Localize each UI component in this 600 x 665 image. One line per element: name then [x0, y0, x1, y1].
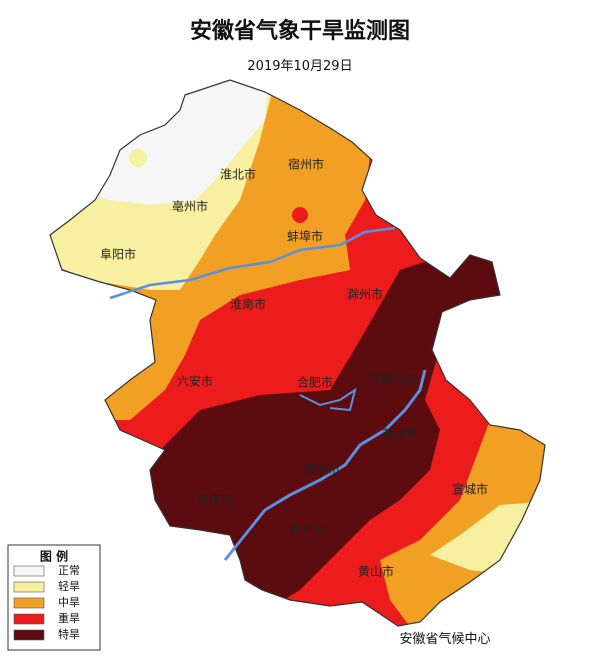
legend-swatch [13, 629, 45, 641]
yangtze-river [223, 369, 427, 561]
legend-label: 正常 [58, 564, 80, 577]
legend-label: 轻旱 [58, 579, 80, 593]
source: 安徽省气候中心 [399, 631, 490, 647]
city-label: 淮北市 [220, 167, 256, 182]
region [120, 250, 520, 620]
legend-swatch [13, 565, 45, 577]
map-title: 安徽省气象干旱监测图 [190, 18, 410, 44]
city-label: 黄山市 [358, 564, 394, 579]
legend-label: 中旱 [58, 596, 80, 609]
legend-title: 图 例 [40, 549, 68, 564]
city-label: 亳州市 [172, 199, 208, 214]
city-label: 宣城市 [452, 482, 488, 497]
city-label: 阜阳市 [100, 247, 136, 262]
city-label: 淮南市 [230, 297, 266, 312]
chaohu-lake [299, 387, 357, 412]
city-label: 铜陵市 [304, 462, 340, 477]
city-label: 芜湖市 [382, 427, 418, 442]
region [292, 207, 308, 223]
city-labels: 淮北市 宿州市 亳州市 蚌埠市 阜阳市 淮南市 滁州市 六安市 合肥市 马鞍山市… [100, 157, 488, 579]
legend-label: 重旱 [58, 611, 80, 625]
city-label: 蚌埠市 [287, 229, 323, 244]
city-label: 合肥市 [297, 375, 333, 390]
legend-label: 特旱 [58, 627, 80, 641]
huai-river [109, 226, 396, 300]
city-label: 池州市 [289, 522, 325, 537]
city-label: 安庆市 [197, 492, 233, 507]
legend-swatch [13, 597, 45, 609]
legend-swatch [13, 613, 45, 625]
city-label: 滁州市 [347, 287, 383, 302]
city-label: 宿州市 [288, 157, 324, 172]
city-label: 马鞍山市 [368, 372, 416, 387]
map-date: 2019年10月29日 [247, 59, 352, 74]
legend-swatch [13, 581, 45, 593]
region [129, 149, 147, 167]
city-label: 六安市 [177, 374, 213, 389]
